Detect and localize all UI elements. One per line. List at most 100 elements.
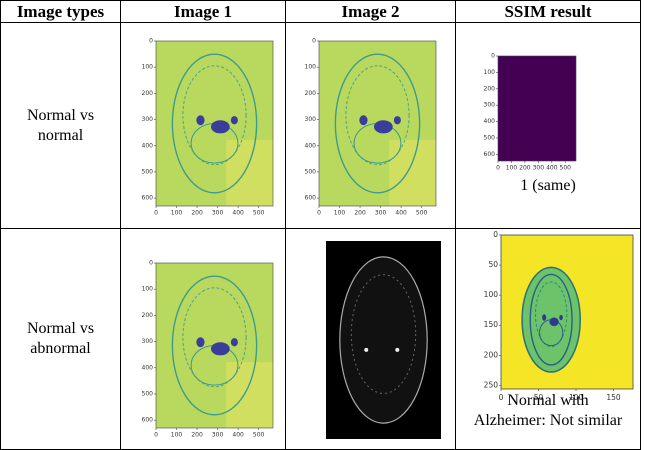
image-cell: 0 100 200 300 400 500 600 0 100 200 300 400 500	[120, 228, 286, 450]
header-cell: SSIM result	[455, 0, 641, 23]
x-tick-label: 400	[232, 210, 244, 217]
image-tint	[226, 362, 273, 428]
y-tick-label: 500	[142, 390, 154, 397]
axes-frame	[155, 40, 274, 207]
x-tick-label: 300	[212, 432, 224, 439]
plot: 0 100 200 300 400 500 600 0 100 200 300 400 500	[305, 38, 437, 217]
blob	[230, 338, 238, 347]
y-tick-label: 0	[312, 38, 316, 45]
y-tick-label: 100	[142, 64, 154, 71]
blob	[230, 116, 238, 125]
y-tick-label: 0	[149, 260, 153, 267]
y-tick-label: 100	[484, 69, 496, 76]
x-tick-label: 300	[533, 165, 545, 172]
y-tick-label: 100	[305, 64, 317, 71]
y-tick-label: 500	[305, 168, 317, 175]
y-tick-label: 200	[142, 90, 154, 97]
y-tick-label: 100	[142, 286, 154, 293]
head-inner	[182, 65, 247, 166]
head-inner	[350, 274, 417, 394]
x-tick-label: 0	[317, 210, 321, 217]
y-tick-label: 600	[142, 195, 154, 202]
y-tick-label: 150	[484, 320, 499, 329]
y-tick-label: 400	[142, 364, 154, 371]
head-outline	[171, 275, 258, 416]
y-tick-label: 500	[484, 135, 496, 142]
image-cell: 0 100 200 300 400 500 600 0 100 200 300 400 500	[285, 22, 456, 229]
x-tick-label: 500	[560, 165, 572, 172]
x-tick-label: 500	[253, 432, 265, 439]
x-tick-label: 100	[171, 210, 183, 217]
blob	[196, 337, 205, 348]
x-tick-label: 200	[519, 165, 531, 172]
header-row: Image types Image 1 Image 2 SSIM result	[0, 0, 641, 23]
x-tick-label: 300	[212, 210, 224, 217]
x-tick-label: 200	[191, 432, 203, 439]
comparison-table: Image types Image 1 Image 2 SSIM result …	[0, 0, 641, 450]
image-cell: 0 100 200 300 400 500 600 0 100 200 300 400 500	[120, 22, 286, 229]
head-inner	[182, 287, 247, 388]
spot	[364, 347, 369, 352]
type-cell: Normal vs normal	[0, 22, 121, 229]
spot	[395, 347, 400, 352]
x-tick-label: 50	[534, 393, 544, 402]
x-tick-label: 200	[191, 210, 203, 217]
y-tick-label: 300	[142, 116, 154, 123]
blob	[210, 342, 230, 356]
x-tick-label: 0	[499, 393, 504, 402]
header-cell: Image 2	[285, 0, 456, 23]
x-tick-label: 200	[354, 210, 366, 217]
image-tint	[389, 140, 436, 206]
head-outline	[171, 53, 258, 194]
head-outline	[334, 53, 421, 194]
y-tick-label: 500	[142, 168, 154, 175]
x-tick-label: 400	[546, 165, 558, 172]
y-tick-label: 400	[484, 118, 496, 125]
blob	[542, 314, 547, 321]
y-tick-label: 0	[491, 53, 495, 60]
image-cell: 0 100 200 300 400 500 600 0 100 200 300 400 500 1 (sa…	[455, 22, 641, 229]
blob	[549, 317, 559, 327]
blob	[393, 116, 401, 125]
axes-frame	[318, 40, 437, 207]
image	[498, 56, 576, 161]
y-tick-label: 300	[484, 102, 496, 109]
caption: 1 (same)	[520, 177, 576, 194]
y-tick-label: 100	[484, 290, 499, 299]
blob	[559, 314, 563, 321]
plot: 0 100 200 300 400 500 600 0 100 200 300 400 500	[142, 260, 274, 439]
image-cell	[285, 228, 456, 450]
y-tick-label: 250	[484, 380, 499, 389]
y-tick-label: 400	[305, 142, 317, 149]
head-inner	[345, 65, 410, 166]
blob	[196, 115, 205, 126]
blob	[359, 115, 368, 126]
y-tick-label: 0	[493, 230, 498, 239]
y-tick-label: 50	[488, 260, 498, 269]
y-tick-label: 400	[142, 142, 154, 149]
header-cell: Image types	[0, 0, 121, 23]
head-inner	[534, 281, 568, 348]
head-outline	[339, 256, 428, 424]
x-tick-label: 400	[232, 432, 244, 439]
y-tick-label: 200	[142, 312, 154, 319]
x-tick-label: 100	[334, 210, 346, 217]
x-tick-label: 0	[154, 432, 158, 439]
caption: Normal with Alzheimer: Not similar	[474, 392, 623, 429]
type-cell: Normal vs abnormal	[0, 228, 121, 450]
row: Normal vs normal 0 100 200 300 400 500 600 0 100…	[0, 22, 641, 229]
y-tick-label: 200	[484, 350, 499, 359]
y-tick-label: 300	[142, 338, 154, 345]
x-tick-label: 400	[395, 210, 407, 217]
x-tick-label: 100	[506, 165, 518, 172]
x-tick-label: 500	[416, 210, 428, 217]
plot	[326, 241, 441, 439]
axes-frame	[500, 234, 634, 390]
x-tick-label: 100	[171, 432, 183, 439]
image-cell: 0 50 100 150 200 250 0 50 100 150 Normal with Alzhe…	[455, 228, 641, 450]
y-tick-label: 0	[149, 38, 153, 45]
y-tick-label: 200	[484, 85, 496, 92]
